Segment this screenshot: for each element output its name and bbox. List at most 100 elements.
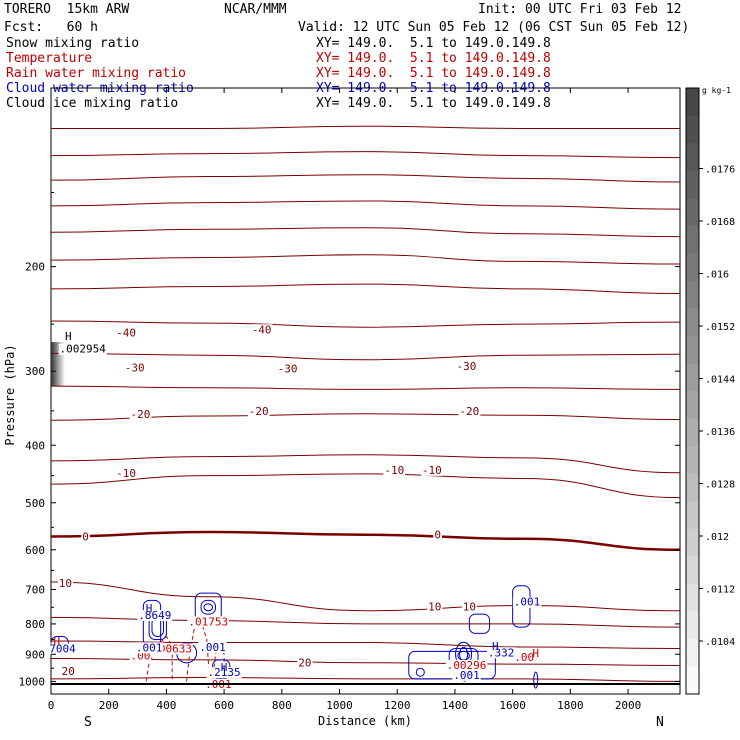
cloud-water-label-bg	[134, 642, 164, 654]
cloud-water-label-bg	[486, 647, 516, 659]
isotherm-line	[51, 200, 680, 210]
field-name-temperature: Temperature	[6, 51, 93, 66]
high-marker: H	[146, 602, 153, 615]
cloud-water-contour	[408, 650, 496, 680]
colorbar-swatch	[686, 638, 699, 667]
contour-labels: -40 -40 -30 -30 -30 -20 -20 -20 -10 -10 -10 0 0 10 10 1…	[48, 323, 542, 691]
cloud-water-label: .332	[488, 646, 515, 659]
colorbar-swatch	[686, 363, 699, 392]
temperature-label: -20	[459, 405, 479, 418]
temperature-label-bg	[60, 665, 76, 677]
isotherm-line	[51, 640, 680, 649]
isotherm-line	[51, 125, 680, 129]
colorbar-tick-label: .0128	[705, 480, 735, 491]
rain-label-bg	[513, 652, 536, 664]
cloud-water-contour	[200, 599, 216, 615]
temperature-label-bg	[427, 601, 443, 613]
colorbar-tick-label: .0144	[705, 375, 735, 386]
temperature-label: -10	[422, 464, 442, 477]
cloud-water-label-bg	[48, 643, 77, 655]
temperature-label-bg	[115, 467, 137, 479]
temperature-label-bg	[129, 408, 152, 420]
x-axis-label: Distance (km)	[318, 714, 412, 728]
cloud-water-label-bg	[137, 610, 173, 622]
colorbar-swatch	[686, 115, 699, 144]
axes: 0 200 400 600 800 1000 1200 1400 1600 1800 2000200…	[19, 88, 680, 712]
isotherm-line	[51, 677, 680, 682]
colorbar-tick-label: .0104	[705, 637, 735, 648]
isotherm-line	[51, 254, 680, 265]
temperature-label-bg	[433, 529, 442, 541]
organization-label: NCAR/MMM	[224, 2, 287, 17]
cloud-water-contour	[203, 603, 214, 612]
temperature-label-bg	[81, 531, 90, 543]
temperature-label-bg	[276, 363, 299, 375]
temperature-label: 10	[59, 577, 72, 590]
y-tick-label: 200	[25, 261, 45, 274]
temperature-label: -40	[116, 326, 136, 339]
x-tick-label: 200	[99, 699, 119, 712]
colorbar-swatch	[686, 253, 699, 282]
colorbar-swatch	[686, 418, 699, 447]
temperature-label: 20	[62, 665, 75, 678]
temperature-label-bg	[455, 360, 478, 372]
cloud-water-core	[415, 667, 425, 677]
temperature-label-bg	[383, 464, 406, 476]
x-tick-label: 1200	[384, 699, 411, 712]
isotherm-line	[51, 658, 680, 666]
temperature-label-bg	[115, 327, 137, 339]
rain-label: .01753	[188, 615, 228, 628]
isotherm-line	[51, 320, 680, 328]
colorbar-swatch	[686, 198, 699, 227]
valid-time: Valid: 12 UTC Sun 05 Feb 12 (06 CST Sun …	[298, 20, 690, 35]
colorbar-tick-label: .0112	[705, 585, 735, 596]
colorbar-swatch	[686, 225, 699, 254]
y-tick-label: 300	[25, 365, 45, 378]
model-title: TORERO 15km ARW	[4, 2, 130, 17]
rain-label: .00296	[447, 659, 487, 672]
high-marker: H	[532, 647, 539, 660]
colorbar-swatch	[686, 446, 699, 475]
cloud-water-label: .2135	[208, 666, 241, 679]
x-tick-label: 1800	[557, 699, 584, 712]
isotherm-line	[51, 581, 680, 612]
x-tick-label: 1600	[499, 699, 526, 712]
temperature-label: 20	[298, 657, 311, 670]
temperature-label: -30	[457, 360, 477, 373]
x-tick-label: 1000	[326, 699, 353, 712]
colorbar-swatch	[686, 473, 699, 502]
cloud-water-label-bg	[198, 642, 227, 654]
x-tick-label: 2000	[615, 699, 642, 712]
colorbar-tick-label: .0168	[705, 217, 735, 228]
isotherm-line	[51, 385, 680, 390]
temperature-label: -20	[131, 408, 151, 421]
temperature-label-bg	[458, 405, 481, 417]
y-tick-label: 600	[25, 544, 45, 557]
temperature-label-bg	[297, 657, 313, 669]
cloud-water-label-bg	[452, 669, 481, 681]
colorbar-unit: g kg-1	[702, 86, 731, 95]
isotherm-line	[51, 227, 680, 238]
isotherm-line	[51, 530, 680, 552]
rain-contour	[145, 635, 173, 682]
high-marker: H	[65, 330, 72, 343]
cloud-water-label: .001	[199, 641, 226, 654]
cloud-water-contour	[468, 613, 491, 634]
high-marker: H	[53, 635, 60, 648]
field-name-cloud-ice: Cloud ice mixing ratio	[6, 96, 179, 111]
temperature-label: -30	[125, 362, 145, 375]
colorbar-swatch	[686, 501, 699, 530]
cloud-water-label-bg	[206, 667, 242, 679]
x-tick-label: 800	[272, 699, 292, 712]
cloud-water-label: .001	[514, 596, 541, 609]
isotherm-line	[51, 413, 680, 421]
field-xy-rain: XY= 149.0. 5.1 to 149.0.149.8	[316, 66, 551, 81]
cloud-water-label: .8649	[138, 609, 171, 622]
temperature-label: -10	[116, 467, 136, 480]
y-axis-label: Pressure (hPa)	[3, 344, 17, 445]
isotherm-line	[51, 454, 680, 474]
x-tick-label: 1400	[442, 699, 469, 712]
cloud-water-label-bg	[512, 596, 542, 608]
cloud-water-edge	[533, 671, 539, 689]
